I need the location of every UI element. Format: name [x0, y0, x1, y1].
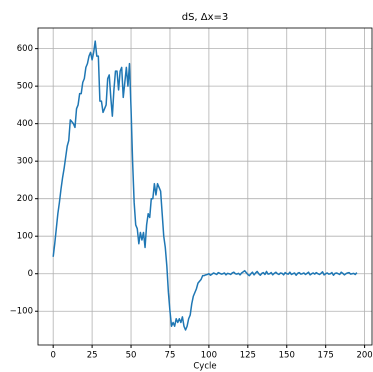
y-tick-label: 300	[17, 157, 33, 167]
x-tick-label: 25	[87, 351, 98, 361]
y-tick-label: 600	[17, 44, 33, 54]
y-tick-label: 0	[28, 269, 33, 279]
x-tick-label: 100	[201, 351, 217, 361]
x-tick-label: 50	[126, 351, 137, 361]
chart-title: dS, Δx=3	[182, 12, 229, 23]
x-tick-label: 0	[50, 351, 55, 361]
data-line	[52, 40, 358, 331]
x-axis-label: Cycle	[193, 362, 216, 372]
y-tick-label: 500	[17, 82, 33, 92]
x-tick-label: 75	[165, 351, 176, 361]
x-tick-label: 175	[318, 351, 334, 361]
y-tick-label: 200	[17, 194, 33, 204]
x-tick-label: 125	[240, 351, 256, 361]
x-tick-label: 200	[356, 351, 372, 361]
plot-frame	[37, 27, 373, 346]
x-tick-label: 150	[279, 351, 295, 361]
y-tick-label: −100	[10, 307, 33, 317]
y-tick-label: 100	[17, 232, 33, 242]
y-tick-label: 400	[17, 119, 33, 129]
